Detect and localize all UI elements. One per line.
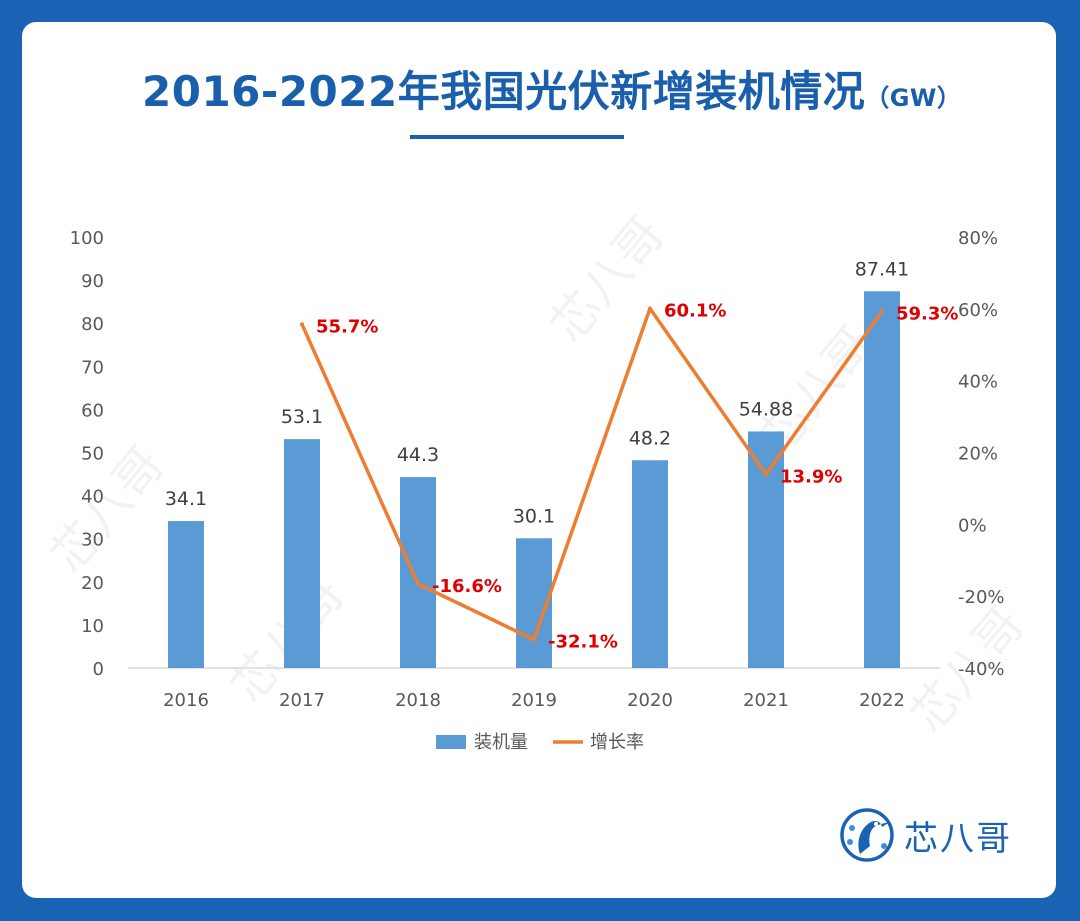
watermark-text: 芯八哥 xyxy=(40,437,175,583)
y-left-tick-label: 30 xyxy=(81,530,104,551)
growth-rate-label: 55.7% xyxy=(316,316,378,337)
y-left-tick-label: 10 xyxy=(81,616,104,637)
bar-value-label: 44.3 xyxy=(397,444,439,466)
growth-rate-point xyxy=(532,638,536,642)
growth-rate-label: -16.6% xyxy=(432,576,502,597)
x-tick-label: 2017 xyxy=(279,690,325,711)
bar xyxy=(748,431,784,668)
bar xyxy=(284,439,320,668)
x-tick-label: 2016 xyxy=(163,690,209,711)
watermark-text: 芯八哥 xyxy=(540,207,675,353)
bar-value-label: 34.1 xyxy=(165,488,207,510)
growth-rate-label: 60.1% xyxy=(664,300,726,321)
growth-rate-point xyxy=(648,306,652,310)
bar-value-label: 87.41 xyxy=(855,258,909,280)
bar-value-label: 30.1 xyxy=(513,505,555,527)
bar xyxy=(864,291,900,668)
y-left-tick-label: 90 xyxy=(81,271,104,292)
x-tick-label: 2021 xyxy=(743,690,789,711)
y-right-tick-label: -40% xyxy=(958,659,1005,680)
bar xyxy=(168,521,204,668)
y-right-tick-label: 20% xyxy=(958,444,998,465)
bird-logo-icon xyxy=(838,806,896,864)
y-right-tick-label: 0% xyxy=(958,515,987,536)
y-left-tick-label: 80 xyxy=(81,314,104,335)
growth-rate-point xyxy=(416,582,420,586)
bar-value-label: 54.88 xyxy=(739,398,793,420)
bar xyxy=(400,477,436,668)
y-right-tick-label: 80% xyxy=(958,228,998,249)
y-right-tick-label: 60% xyxy=(958,300,998,321)
y-left-tick-label: 70 xyxy=(81,357,104,378)
brand-logo: 芯八哥 xyxy=(838,800,1012,870)
combo-chart: 芯八哥芯八哥芯八哥芯八哥芯八哥0102030405060708090100-40… xyxy=(0,0,1080,921)
y-left-tick-label: 20 xyxy=(81,573,104,594)
growth-rate-point xyxy=(300,322,304,326)
y-right-tick-label: -20% xyxy=(958,587,1005,608)
bar-value-label: 53.1 xyxy=(281,406,323,428)
growth-rate-label: 59.3% xyxy=(896,303,958,324)
y-left-tick-label: 60 xyxy=(81,400,104,421)
y-left-tick-label: 40 xyxy=(81,487,104,508)
growth-rate-point xyxy=(764,472,768,476)
y-left-tick-label: 100 xyxy=(70,228,104,249)
x-tick-label: 2020 xyxy=(627,690,673,711)
brand-name: 芯八哥 xyxy=(904,811,1012,860)
x-tick-label: 2018 xyxy=(395,690,441,711)
bar xyxy=(632,460,668,668)
bar-value-label: 48.2 xyxy=(629,427,671,449)
growth-rate-label: 13.9% xyxy=(780,466,842,487)
x-tick-label: 2019 xyxy=(511,690,557,711)
growth-rate-label: -32.1% xyxy=(548,632,618,653)
growth-rate-point xyxy=(880,309,884,313)
x-tick-label: 2022 xyxy=(859,690,905,711)
legend-bar-swatch xyxy=(436,735,466,749)
y-left-tick-label: 50 xyxy=(81,444,104,465)
legend-line-label: 增长率 xyxy=(590,732,644,753)
y-left-tick-label: 0 xyxy=(93,659,104,680)
legend-bar-label: 装机量 xyxy=(474,732,528,753)
y-right-tick-label: 40% xyxy=(958,372,998,393)
